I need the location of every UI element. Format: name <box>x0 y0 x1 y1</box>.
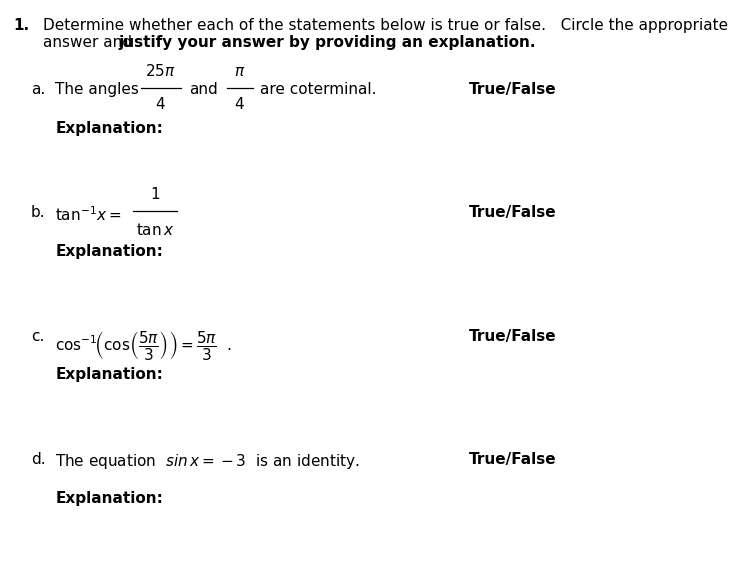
Text: are coterminal.: are coterminal. <box>260 82 376 97</box>
Text: Explanation:: Explanation: <box>55 121 163 136</box>
Text: The equation  $\mathit{sin}\, x = -3$  is an identity.: The equation $\mathit{sin}\, x = -3$ is … <box>55 452 360 472</box>
Text: Determine whether each of the statements below is true or false.   Circle the ap: Determine whether each of the statements… <box>43 18 728 33</box>
Text: d.: d. <box>31 452 46 467</box>
Text: justify your answer by providing an explanation.: justify your answer by providing an expl… <box>118 35 536 50</box>
Text: c.: c. <box>31 329 44 344</box>
Text: $\mathrm{tan}^{-1}x =$: $\mathrm{tan}^{-1}x =$ <box>55 205 122 224</box>
Text: b.: b. <box>31 205 46 220</box>
Text: $\mathrm{cos}^{-1}\!\left(\mathrm{cos}\left(\dfrac{5\pi}{3}\right)\right) = \dfr: $\mathrm{cos}^{-1}\!\left(\mathrm{cos}\l… <box>55 329 232 362</box>
Text: 1.: 1. <box>13 18 30 33</box>
Text: a.: a. <box>31 82 45 97</box>
Text: True/False: True/False <box>469 452 556 467</box>
Text: Explanation:: Explanation: <box>55 491 163 506</box>
Text: True/False: True/False <box>469 329 556 344</box>
Text: $4$: $4$ <box>156 96 166 112</box>
Text: True/False: True/False <box>469 82 556 97</box>
Text: answer and: answer and <box>43 35 137 50</box>
Text: $1$: $1$ <box>150 187 160 202</box>
Text: and: and <box>189 82 218 97</box>
Text: True/False: True/False <box>469 205 556 220</box>
Text: $4$: $4$ <box>235 96 245 112</box>
Text: Explanation:: Explanation: <box>55 244 163 259</box>
Text: $\mathrm{tan}\, x$: $\mathrm{tan}\, x$ <box>136 222 174 238</box>
Text: $25\pi$: $25\pi$ <box>145 64 176 79</box>
Text: Explanation:: Explanation: <box>55 367 163 382</box>
Text: $\pi$: $\pi$ <box>234 65 246 79</box>
Text: The angles: The angles <box>55 82 139 97</box>
